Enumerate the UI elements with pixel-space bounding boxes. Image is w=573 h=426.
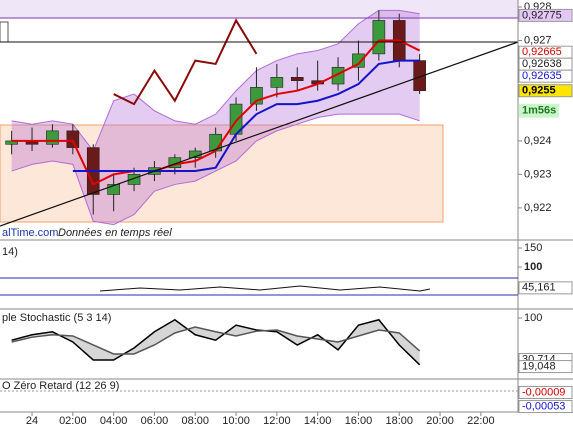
x-tick-label: 16:00 — [345, 415, 373, 426]
value-label: -0,00009 — [522, 386, 565, 398]
x-tick-label: 22:00 — [467, 415, 495, 426]
countdown-box — [519, 103, 559, 118]
corner-box — [0, 21, 9, 43]
value-box — [518, 385, 573, 399]
x-tick-label: 12:00 — [263, 415, 291, 426]
trend-line — [0, 41, 519, 227]
indicator-line — [11, 39, 421, 186]
value-label: -0,00053 — [522, 400, 565, 412]
candle-body — [46, 130, 59, 145]
x-tick-label: 08:00 — [181, 415, 209, 426]
candle-body — [290, 77, 304, 81]
stoch-line — [11, 326, 421, 355]
price-label: 0,92775 — [522, 9, 562, 21]
candle-body — [127, 174, 141, 185]
x-tick-label: 18:00 — [385, 415, 413, 426]
value-box — [518, 400, 573, 414]
y-tick-label: 0,927 — [524, 34, 552, 46]
indicator-line — [113, 18, 258, 106]
value-label: 45,161 — [522, 282, 556, 294]
note: Données en temps réel — [58, 227, 172, 239]
value-box — [518, 281, 573, 295]
panel-title: ple Stochastic (5 3 14) — [2, 312, 111, 324]
stoch-line — [11, 318, 421, 366]
price-label: 0,9255 — [522, 85, 556, 97]
x-tick-label: 24 — [26, 415, 38, 426]
top-shade — [0, 0, 518, 18]
value-box — [518, 360, 573, 374]
x-tick-label: 04:00 — [100, 415, 128, 426]
price-box — [518, 84, 573, 98]
value-label: 19,048 — [522, 360, 556, 372]
panel-title: O Zéro Retard (12 26 9) — [2, 380, 119, 392]
candle-body — [270, 77, 284, 88]
y-tick-label: 100 — [524, 312, 542, 324]
countdown: 1m56s — [522, 105, 556, 117]
x-tick-label: 10:00 — [222, 415, 250, 426]
x-tick-label: 06:00 — [141, 415, 169, 426]
x-tick-label: 14:00 — [304, 415, 332, 426]
y-tick-label: 0,922 — [524, 202, 552, 214]
band-line — [11, 113, 420, 226]
y-tick-label: 0,923 — [524, 168, 552, 180]
candle-body — [352, 53, 365, 68]
main-plot — [5, 9, 426, 226]
source: alTime.com — [2, 227, 58, 239]
y-tick-label: 100 — [524, 261, 542, 273]
price-box — [518, 8, 573, 22]
indicator-trace — [99, 285, 431, 292]
band-line — [11, 9, 420, 152]
price-label: 0,92638 — [522, 58, 562, 70]
x-tick-label: 20:00 — [426, 415, 454, 426]
candle-body — [107, 184, 120, 195]
y-tick-label: 0,924 — [524, 135, 552, 147]
price-label: 0,92635 — [522, 70, 562, 82]
panel-title: 14) — [2, 246, 18, 258]
price-box — [518, 69, 573, 83]
x-tick-label: 02:00 — [59, 415, 87, 426]
price-label: 0,92665 — [522, 46, 562, 58]
y-tick-label: 150 — [524, 242, 542, 254]
candle-body — [372, 20, 386, 55]
candle-body — [66, 130, 80, 148]
indicator-line — [72, 59, 420, 173]
